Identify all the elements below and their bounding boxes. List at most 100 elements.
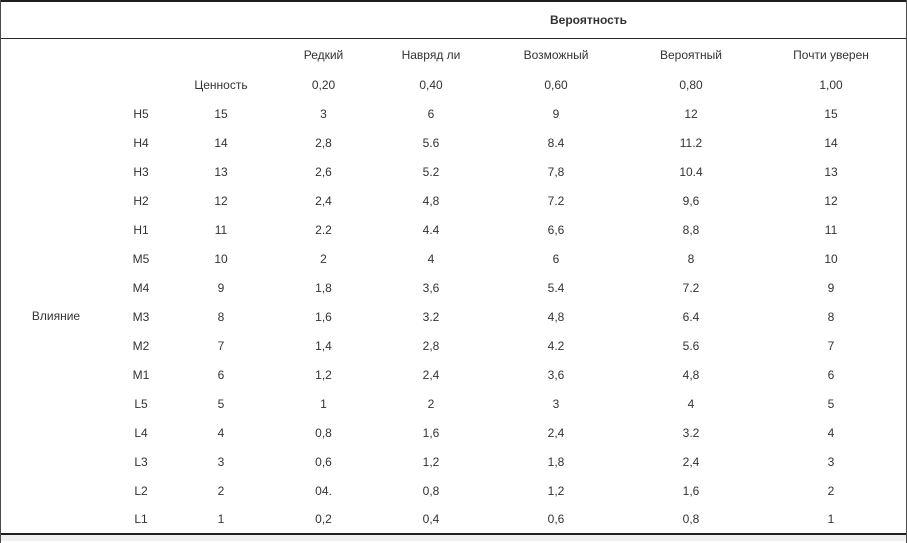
row-value: 14 xyxy=(214,135,228,150)
risk-cell: 6 xyxy=(827,367,835,382)
risk-cell: 0,8 xyxy=(315,425,332,440)
prob-level-unlikely: Навряд ли xyxy=(401,47,461,62)
risk-cell: 4,8 xyxy=(547,309,565,324)
risk-cell: 3 xyxy=(552,396,560,411)
row-value: 1 xyxy=(217,512,225,526)
row-code: H2 xyxy=(133,193,149,208)
row-value: 7 xyxy=(217,338,225,353)
prob-level-almost-certain: Почти уверен xyxy=(793,47,869,62)
risk-cell: 2.2 xyxy=(315,222,332,237)
row-code: H4 xyxy=(133,135,149,150)
risk-cell: 6,6 xyxy=(547,222,565,237)
risk-cell: 5.2 xyxy=(422,164,440,179)
risk-cell: 0,8 xyxy=(422,483,440,498)
table-row: L3 3 0,6 1,2 1,8 2,4 3 xyxy=(1,447,906,476)
table-row: M3 8 1,6 3.2 4,8 6.4 8 xyxy=(1,302,906,331)
prob-value: 1,00 xyxy=(819,78,843,92)
risk-cell: 4.4 xyxy=(422,222,440,237)
prob-level-likely: Вероятный xyxy=(660,47,722,62)
table-row: H2 12 2,4 4,8 7.2 9,6 12 xyxy=(1,186,906,215)
risk-cell: 1,2 xyxy=(547,483,565,498)
risk-cell: 7.2 xyxy=(547,193,565,208)
row-code: M3 xyxy=(132,309,150,324)
risk-cell: 3.2 xyxy=(682,425,700,440)
risk-cell: 2,4 xyxy=(682,454,700,469)
risk-cell: 5.6 xyxy=(422,135,440,150)
bottom-strip xyxy=(1,535,906,541)
row-value: 8 xyxy=(217,309,225,324)
risk-cell: 10 xyxy=(824,251,838,266)
risk-cell: 1,6 xyxy=(315,309,332,324)
risk-cell: 6.4 xyxy=(682,309,700,324)
value-label: Ценность xyxy=(194,78,248,92)
row-code: L3 xyxy=(134,454,148,469)
risk-cell: 0,6 xyxy=(315,454,332,469)
risk-cell: 3.2 xyxy=(422,309,440,324)
risk-cell: 1,6 xyxy=(682,483,700,498)
row-value: 4 xyxy=(217,425,225,440)
risk-cell: 3,6 xyxy=(422,280,440,295)
risk-cell: 2 xyxy=(427,396,435,411)
prob-value: 0,40 xyxy=(419,78,443,92)
risk-cell: 2,8 xyxy=(315,135,332,150)
risk-cell: 11.2 xyxy=(679,135,703,150)
table-row: Влияние H5 15 3 6 9 12 15 xyxy=(1,99,906,324)
risk-cell: 1,8 xyxy=(315,280,332,295)
risk-cell: 1,2 xyxy=(315,367,332,382)
risk-cell: 8 xyxy=(687,251,695,266)
prob-level-possible: Возможный xyxy=(523,47,589,62)
risk-cell: 2 xyxy=(827,483,835,498)
table-row: L1 1 0,2 0,4 0,6 0,8 1 xyxy=(1,505,906,534)
risk-cell: 4 xyxy=(827,425,835,440)
risk-cell: 4 xyxy=(427,251,435,266)
risk-cell: 0,8 xyxy=(682,512,700,526)
row-code: L5 xyxy=(134,396,148,411)
probability-title-row: Вероятность xyxy=(1,1,906,39)
risk-cell: 5 xyxy=(827,396,835,411)
risk-cell: 8,8 xyxy=(682,222,700,237)
risk-cell: 4 xyxy=(687,396,695,411)
risk-cell: 4,8 xyxy=(682,367,700,382)
risk-cell: 12 xyxy=(684,106,698,121)
risk-cell: 2,8 xyxy=(422,338,440,353)
risk-cell: 15 xyxy=(824,106,838,121)
probability-values-row: Ценность 0,20 0,40 0,60 0,80 1,00 xyxy=(1,71,906,99)
risk-cell: 1,6 xyxy=(422,425,440,440)
row-code: L4 xyxy=(134,425,148,440)
probability-levels-row: Редкий Навряд ли Возможный Вероятный Поч… xyxy=(1,38,906,71)
risk-cell: 4.2 xyxy=(547,338,565,353)
risk-cell: 1,2 xyxy=(422,454,440,469)
risk-cell: 1 xyxy=(827,512,835,526)
table-row: H3 13 2,6 5.2 7,8 10.4 13 xyxy=(1,157,906,186)
table-row: H1 11 2.2 4.4 6,6 8,8 11 xyxy=(1,215,906,244)
risk-cell: 7.2 xyxy=(682,280,700,295)
risk-cell: 2,4 xyxy=(315,193,332,208)
row-code: H1 xyxy=(133,222,149,237)
table-row: H4 14 2,8 5.6 8.4 11.2 14 xyxy=(1,128,906,157)
risk-cell: 4,8 xyxy=(422,193,440,208)
prob-value: 0,60 xyxy=(544,78,568,92)
risk-cell: 5.4 xyxy=(547,280,565,295)
risk-cell: 2 xyxy=(320,251,327,266)
risk-cell: 9 xyxy=(552,106,560,121)
row-code: M1 xyxy=(132,367,150,382)
row-value: 15 xyxy=(214,106,228,121)
row-code: H5 xyxy=(133,106,149,121)
row-value: 2 xyxy=(217,483,225,498)
risk-cell: 7,8 xyxy=(547,164,565,179)
row-value: 9 xyxy=(217,280,225,295)
risk-cell: 7 xyxy=(827,338,835,353)
risk-cell: 2,6 xyxy=(315,164,332,179)
risk-cell: 12 xyxy=(824,193,838,208)
risk-cell: 04. xyxy=(315,483,332,498)
risk-cell: 9,6 xyxy=(682,193,700,208)
risk-cell: 0,2 xyxy=(315,512,332,526)
row-code: M2 xyxy=(132,338,150,353)
row-code: M5 xyxy=(132,251,150,266)
prob-value: 0,80 xyxy=(679,78,703,92)
table-row: M1 6 1,2 2,4 3,6 4,8 6 xyxy=(1,360,906,389)
row-value: 11 xyxy=(214,222,228,237)
table-row: L2 2 04. 0,8 1,2 1,6 2 xyxy=(1,476,906,505)
